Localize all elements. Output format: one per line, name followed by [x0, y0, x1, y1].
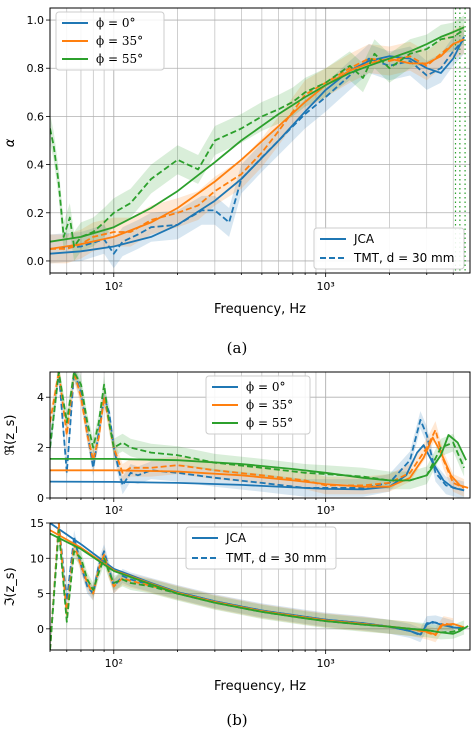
y-tick-label: 10: [30, 552, 44, 565]
legend-c-jca-label: JCA: [225, 531, 247, 545]
chart-b-legend-phi: ϕ = 0° ϕ = 35° ϕ = 55°: [205, 375, 311, 435]
chart-a-ticks: 0.0 0.2 0.4 0.6 0.8 1.0 10² 10³: [27, 14, 454, 293]
legend-b-phi55-label: ϕ = 55°: [246, 416, 293, 430]
y-tick-label: 4: [37, 391, 44, 404]
x-tick-label: 10³: [316, 280, 334, 293]
chart-a-legend-model: JCA TMT, d = 30 mm: [313, 227, 465, 270]
series-line-jca-blue: [50, 36, 465, 255]
series-line-tmt-orange: [50, 523, 454, 650]
x-tick-label: 10³: [316, 657, 334, 670]
uncertainty-band: [50, 523, 454, 650]
legend-tmt-label: TMT, d = 30 mm: [353, 251, 454, 265]
x-tick-label: 10²: [105, 280, 123, 293]
series-line-tmt-green: [50, 28, 465, 248]
uncertainty-band: [50, 24, 465, 264]
chart-b-frame: [49, 371, 471, 499]
legend-phi55-label: ϕ = 55°: [96, 52, 143, 66]
chart-b-ticks: 0 2 4 10² 10³: [37, 391, 454, 517]
y-tick-label: 0.4: [27, 159, 45, 172]
chart-a: 0.0 0.2 0.4 0.6 0.8 1.0 10² 10³ α Frequency, Hz…: [3, 7, 471, 317]
y-tick-label: 0.2: [27, 207, 45, 220]
series-line-tmt-orange: [50, 372, 465, 489]
legend-jca-label: JCA: [353, 232, 375, 246]
chart-c-ticks: 0 5 10 15 10² 10³: [30, 517, 454, 670]
x-tick-label: 10³: [316, 504, 334, 517]
chart-c-ylabel: ℑ(z_s): [3, 567, 18, 606]
y-tick-label: 0: [37, 492, 44, 505]
chart-c-xlabel: Frequency, Hz: [214, 679, 306, 694]
caption-b: (b): [226, 711, 247, 729]
chart-a-legend-phi: ϕ = 0° ϕ = 35° ϕ = 55°: [55, 11, 165, 71]
series-line-jca-green: [50, 26, 465, 243]
y-tick-label: 0.8: [27, 62, 45, 75]
chart-c-uncertainty-bands: [50, 523, 465, 650]
chart-a-ylabel: α: [3, 138, 18, 147]
uncertainty-band: [50, 523, 454, 650]
chart-a-frame: [49, 7, 471, 274]
chart-a-series: [50, 26, 465, 255]
x-tick-label: 10²: [105, 657, 123, 670]
uncertainty-band: [50, 372, 465, 497]
series-line-tmt-green: [50, 529, 465, 650]
uncertainty-band: [50, 523, 465, 650]
series-line-tmt-green: [50, 372, 465, 482]
series-line-jca-orange: [50, 38, 465, 250]
y-tick-label: 0.6: [27, 110, 45, 123]
legend-phi35-label: ϕ = 35°: [96, 34, 143, 48]
y-tick-label: 0.0: [27, 255, 45, 268]
y-tick-label: 1.0: [27, 14, 45, 27]
chart-b-ylabel: ℜ(z_s): [3, 415, 18, 456]
uncertainty-band: [50, 15, 465, 262]
uncertainty-band: [50, 372, 465, 498]
chart-b: 0 2 4 10² 10³ ℜ(z_s) ϕ = 0° ϕ = 35° ϕ = 55°: [3, 371, 471, 517]
x-tick-label: 10²: [105, 504, 123, 517]
y-tick-label: 15: [30, 517, 44, 530]
legend-c-tmt-label: TMT, d = 30 mm: [225, 551, 326, 565]
chart-c-series: [50, 523, 469, 650]
chart-c: 0 5 10 15 10² 10³ ℑ(z_s) Frequency, Hz JCA TM…: [3, 517, 471, 694]
caption-a: (a): [227, 339, 248, 357]
legend-phi0-label: ϕ = 0°: [96, 16, 136, 30]
y-tick-label: 2: [37, 442, 44, 455]
series-line-tmt-orange: [50, 38, 465, 250]
chart-b-series: [50, 372, 469, 492]
legend-b-phi0-label: ϕ = 0°: [246, 380, 286, 394]
legend-b-phi35-label: ϕ = 35°: [246, 398, 293, 412]
chart-a-xlabel: Frequency, Hz: [214, 302, 306, 317]
chart-c-frame: [49, 522, 471, 651]
y-tick-label: 0: [37, 623, 44, 636]
y-tick-label: 5: [37, 588, 44, 601]
chart-c-legend-model: JCA TMT, d = 30 mm: [185, 526, 337, 570]
